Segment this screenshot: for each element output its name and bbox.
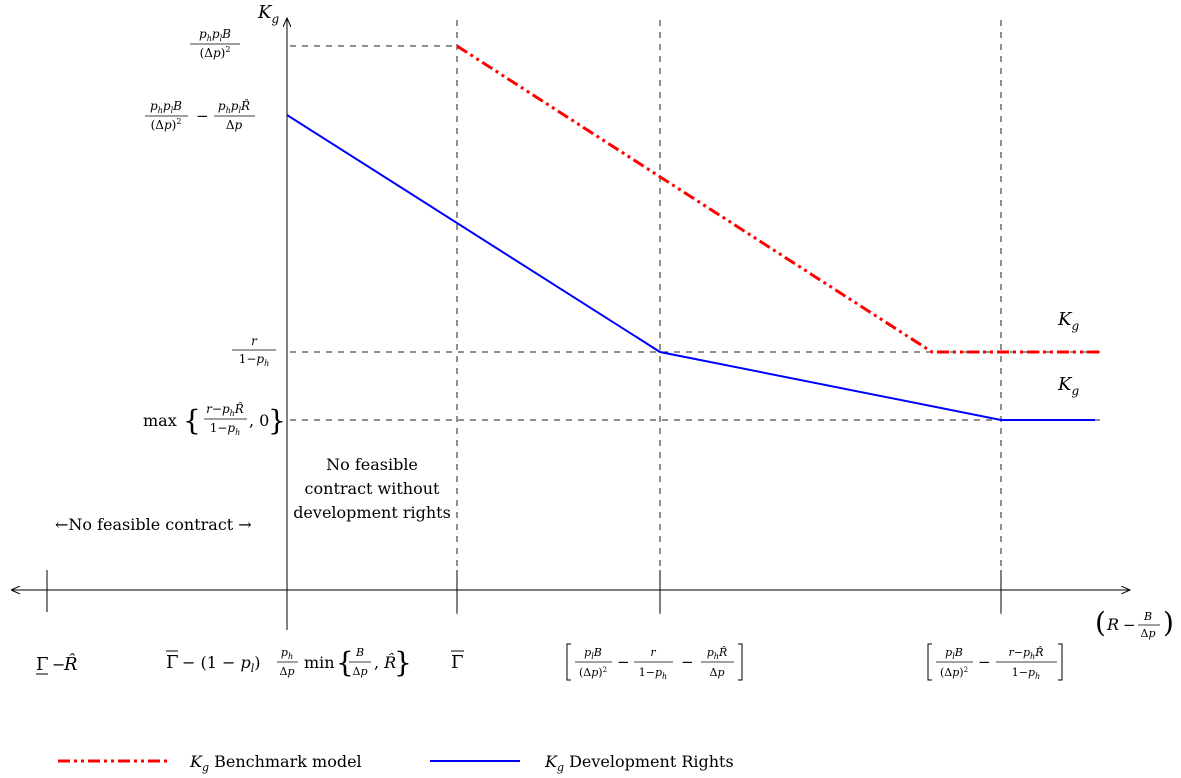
series-development-rights-line — [286, 114, 1095, 421]
svg-text:, R̂: , R̂ — [374, 653, 396, 672]
svg-text:R: R — [1106, 615, 1119, 634]
svg-text:1−ph: 1−ph — [639, 666, 667, 681]
svg-text:(: ( — [1095, 606, 1106, 639]
x-tick-label-t4: plB (Δp)2 − r−phR̂ 1−ph — [927, 643, 1063, 681]
svg-text:Δp: Δp — [710, 666, 725, 679]
svg-text:B: B — [355, 646, 364, 659]
svg-text:Δp: Δp — [226, 118, 243, 132]
y-tick-label-y2: r 1−ph — [232, 334, 276, 368]
svg-text:phplB: phplB — [199, 27, 231, 43]
svg-text:1−ph: 1−ph — [1012, 666, 1040, 681]
x-tick-label-t0: Γ − R̂ — [36, 653, 78, 675]
svg-text:Δp: Δp — [1141, 627, 1156, 640]
svg-text:Δp: Δp — [353, 665, 368, 678]
annotation-no-feasible-dev: No feasible contract without development… — [293, 455, 451, 522]
svg-text:min: min — [304, 653, 335, 672]
svg-text:(Δp)2: (Δp)2 — [200, 45, 231, 60]
svg-text:r: r — [251, 334, 258, 348]
svg-text:): ) — [1163, 606, 1174, 639]
y-tick-label-y1: phplB (Δp)2 − phplR̂ Δp — [145, 98, 255, 132]
y-tick-label-y3: max { r−phR̂ 1−ph , 0 } — [143, 401, 286, 437]
svg-text:max: max — [143, 411, 177, 430]
svg-text:}: } — [394, 646, 412, 679]
svg-text:r: r — [650, 646, 656, 659]
svg-text:Γ: Γ — [36, 654, 49, 675]
svg-text:(Δp)2: (Δp)2 — [940, 666, 968, 679]
y-tick-label-y0: phplB (Δp)2 — [190, 27, 240, 60]
curve-label-devrights: Kg — [1057, 374, 1079, 398]
x-tick-label-t2: Γ — [451, 650, 464, 673]
svg-text:−: − — [681, 653, 694, 671]
svg-text:−: − — [978, 653, 991, 671]
horizontal-guide-lines — [290, 45, 1100, 421]
x-tick-label-t3: plB (Δp)2 − r 1−ph − phR̂ Δp — [566, 643, 743, 681]
annotation-no-feasible: ←No feasible contract → — [55, 515, 252, 534]
svg-text:plB: plB — [945, 646, 963, 661]
svg-text:}: } — [268, 404, 286, 437]
svg-text:r−phR̂: r−phR̂ — [206, 401, 244, 418]
svg-text:B: B — [1143, 610, 1152, 623]
svg-text:−: − — [617, 653, 630, 671]
svg-text:ph: ph — [281, 646, 293, 661]
svg-text:− (1 − pl): − (1 − pl) — [182, 653, 261, 675]
svg-text:phplB: phplB — [150, 99, 182, 115]
svg-text:r−phR̂: r−phR̂ — [1009, 646, 1044, 661]
svg-text:phplR̂: phplR̂ — [218, 98, 250, 115]
svg-text:phR̂: phR̂ — [707, 646, 728, 661]
svg-text:Δp: Δp — [280, 665, 295, 678]
svg-text:1−ph: 1−ph — [210, 421, 241, 437]
svg-text:{: { — [336, 646, 354, 679]
svg-text:−: − — [1123, 616, 1136, 634]
svg-text:contract without: contract without — [305, 479, 440, 498]
x-axis-label: ( R − B Δp ) — [1095, 606, 1174, 640]
svg-text:1−ph: 1−ph — [239, 352, 270, 368]
svg-text:−: − — [196, 107, 209, 125]
x-tick-label-t1: Γ − (1 − pl) ph Δp min { B Δp , R̂ } — [166, 646, 412, 679]
legend-label-devrights: Kg Development Rights — [544, 752, 734, 774]
svg-text:Γ: Γ — [166, 652, 179, 673]
svg-text:−: − — [52, 655, 65, 674]
curve-label-benchmark: Kg — [1057, 309, 1079, 333]
series-benchmark-line — [456, 44, 1100, 354]
svg-text:Γ: Γ — [451, 652, 464, 673]
svg-text:{: { — [183, 404, 201, 437]
legend-label-benchmark: Kg Benchmark model — [189, 752, 362, 774]
svg-text:(Δp)2: (Δp)2 — [151, 117, 182, 132]
svg-text:plB: plB — [584, 646, 602, 661]
svg-text:development rights: development rights — [293, 503, 451, 522]
vertical-guide-lines — [456, 20, 1002, 615]
legend: Kg Benchmark model Kg Development Rights — [58, 752, 734, 774]
svg-text:No feasible: No feasible — [326, 455, 418, 474]
svg-text:, 0: , 0 — [249, 411, 269, 430]
svg-text:(Δp)2: (Δp)2 — [579, 666, 607, 679]
svg-text:R̂: R̂ — [63, 653, 78, 675]
y-axis-label: Kg — [257, 2, 279, 26]
